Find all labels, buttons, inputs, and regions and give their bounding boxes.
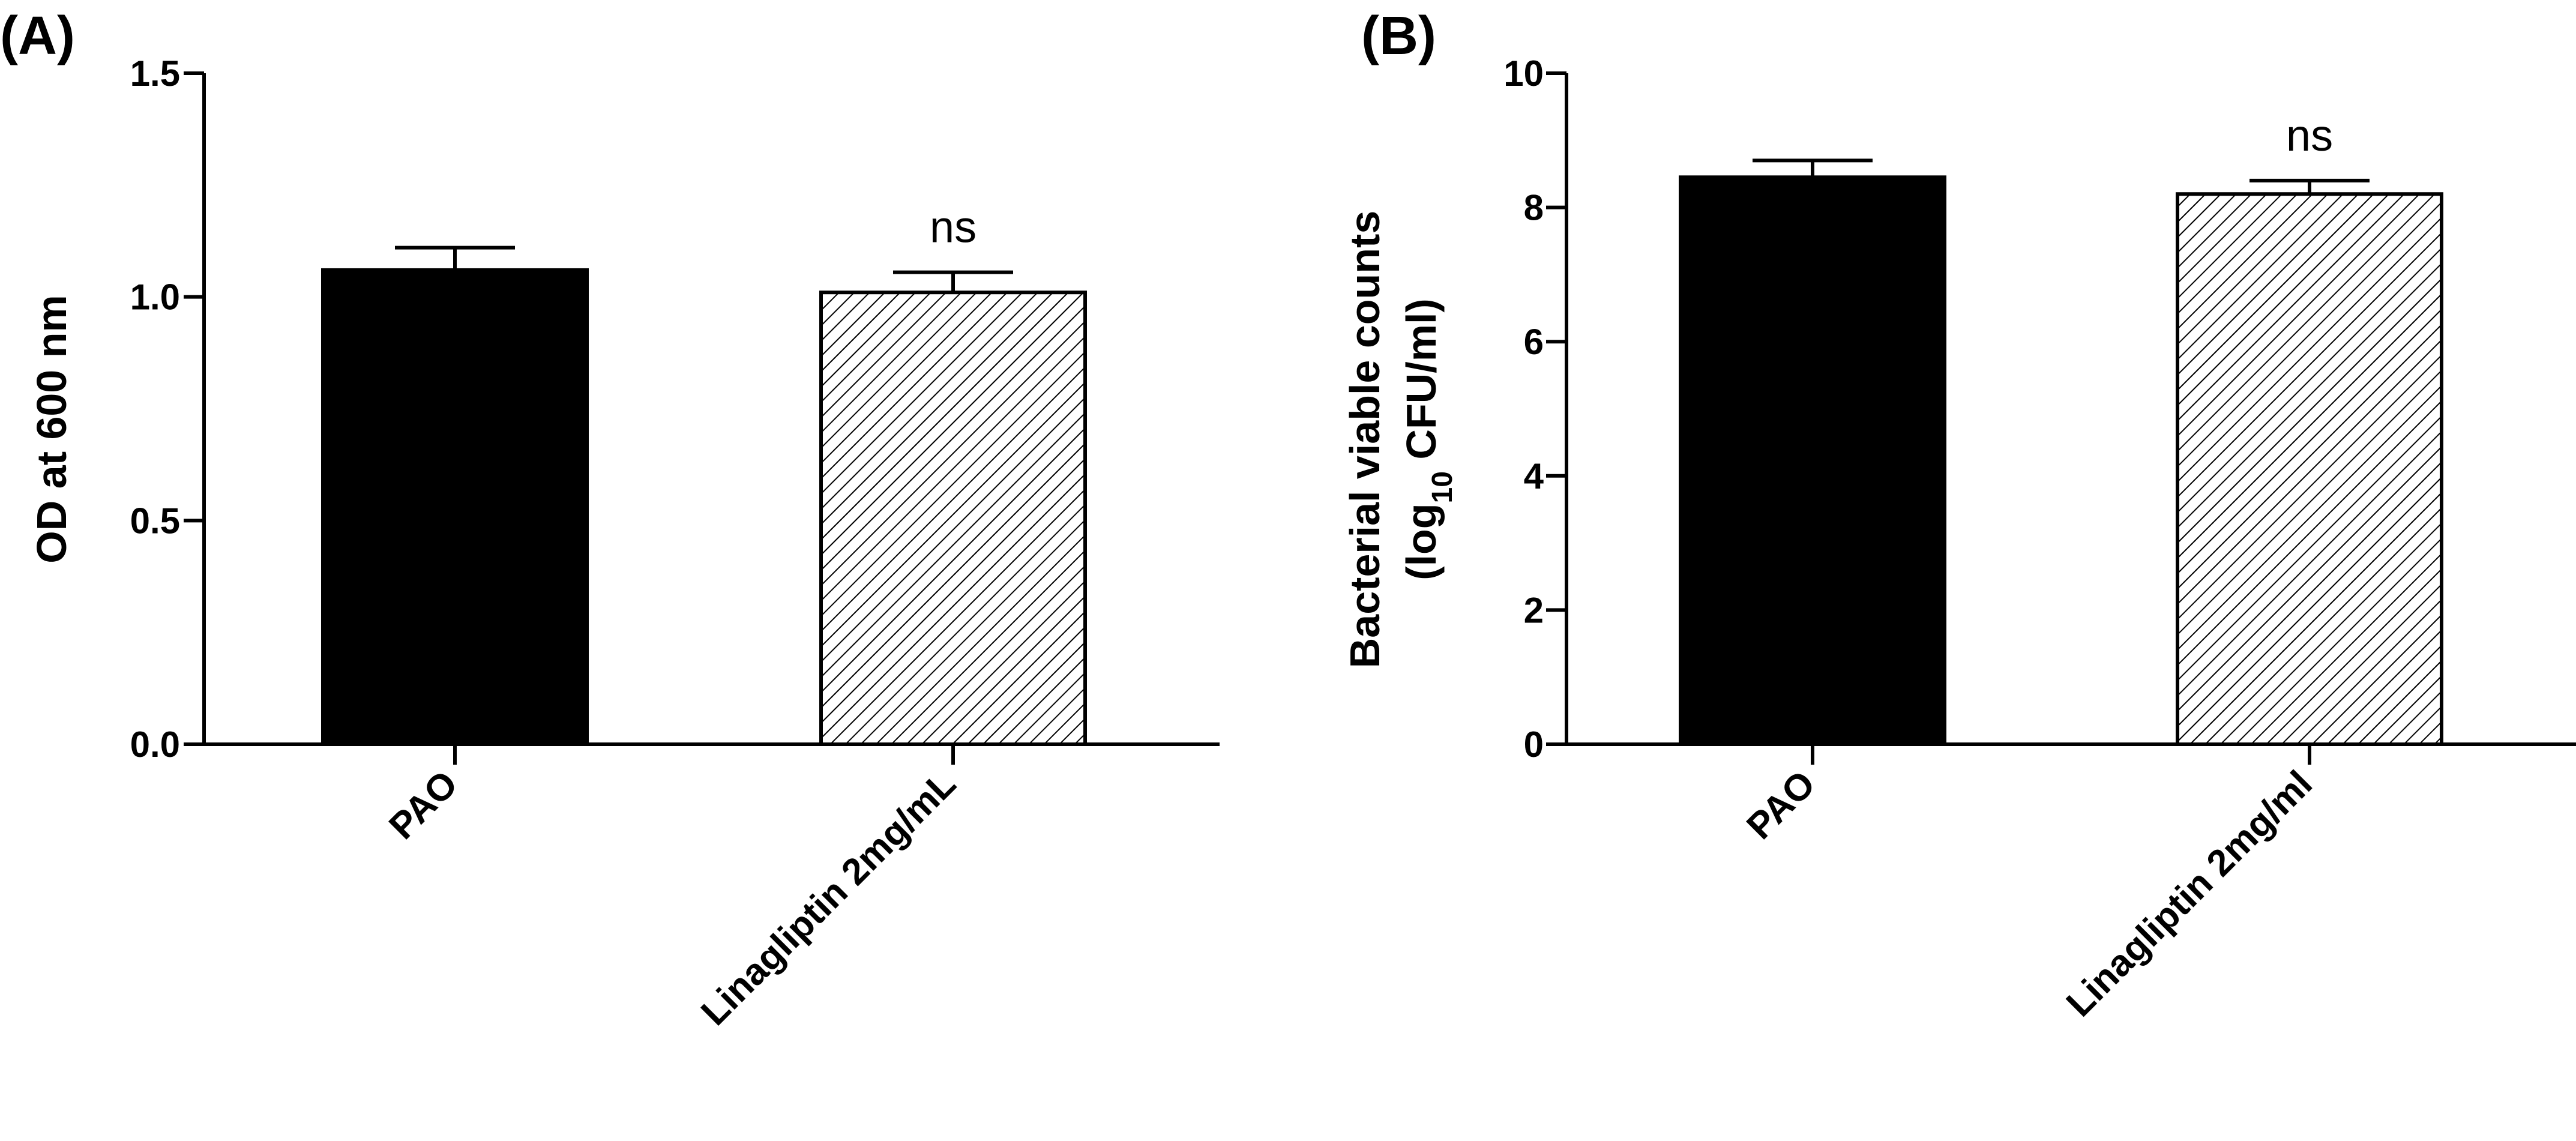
bar-pao	[321, 268, 589, 746]
bar-linagliptin-2mg-ml	[819, 291, 1087, 747]
category-label: Linagliptin 2mg/ml	[2059, 763, 2320, 1025]
bar-pao	[1679, 175, 1946, 747]
panel-b-y-label-prefix: (log	[1398, 503, 1445, 580]
y-tick-label: 10	[1503, 53, 1544, 94]
panel-a-chart: (A) OD at 600 nm 0.0 0.5 1.0 1.5 ns PAO Lina…	[0, 6, 1220, 1034]
panel-b-bars: ns	[1679, 110, 2443, 747]
bar-linagliptin-2mg-ml	[2176, 192, 2443, 746]
significance-label: ns	[2286, 110, 2333, 160]
y-tick-label: 4	[1524, 456, 1544, 496]
y-tick-label: 6	[1524, 322, 1544, 362]
y-tick-label: 1.5	[130, 53, 180, 94]
category-label: Linagliptin 2mg/mL	[693, 763, 964, 1034]
y-tick-label: 0.5	[130, 501, 180, 541]
panel-a-category-labels: PAO Linagliptin 2mg/mL	[381, 763, 964, 1034]
y-tick-label: 8	[1524, 188, 1544, 228]
panel-b-y-label-suffix: CFU/ml)	[1398, 298, 1445, 471]
panel-b-y-axis-label-line2: (log10 CFU/ml)	[1398, 298, 1458, 580]
panel-a-bars: ns	[321, 202, 1087, 747]
y-tick-label: 0	[1524, 724, 1544, 765]
panel-b-category-labels: PAO Linagliptin 2mg/ml	[1739, 763, 2320, 1025]
category-label: PAO	[381, 763, 466, 847]
significance-label: ns	[930, 202, 977, 252]
panel-b-y-label-subscript: 10	[1427, 471, 1458, 503]
y-tick-label: 1.0	[130, 277, 180, 318]
y-tick-label: 2	[1524, 590, 1544, 630]
y-tick-label: 0.0	[130, 724, 180, 765]
panel-b-label: (B)	[1361, 6, 1436, 66]
panel-a-label: (A)	[0, 6, 75, 66]
panel-b-chart: (B) Bacterial viable counts (log10 CFU/m…	[1341, 6, 2576, 1025]
category-label: PAO	[1739, 763, 1823, 847]
panel-a-y-axis-label: OD at 600 nm	[28, 295, 75, 563]
panel-b-y-axis-label-line1: Bacterial viable counts	[1341, 211, 1388, 669]
